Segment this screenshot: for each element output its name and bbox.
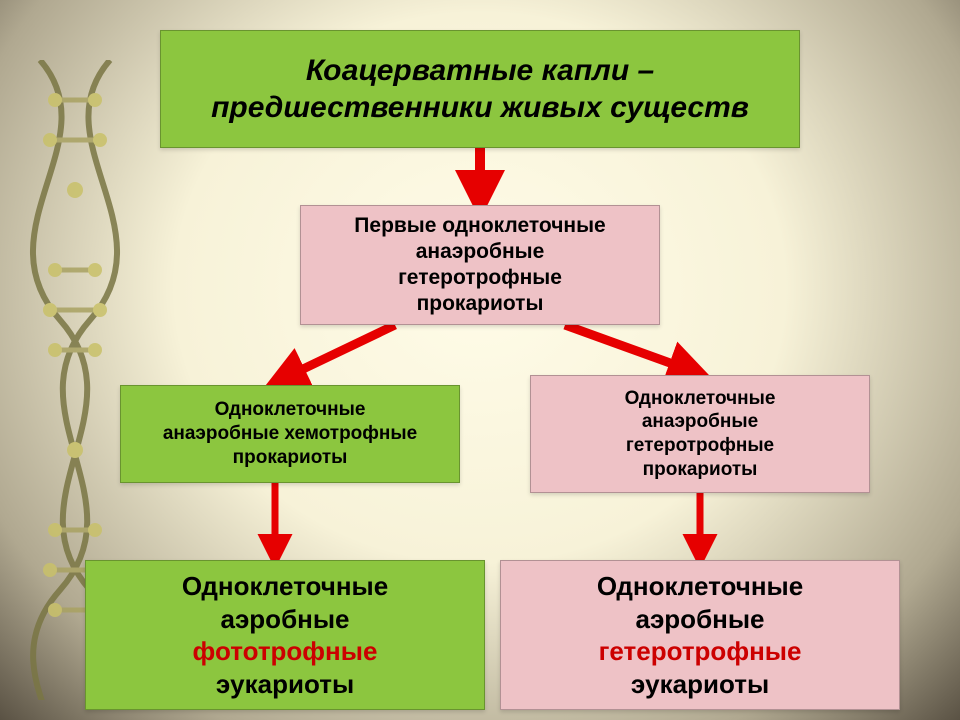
title-line1: Коацерватные капли –: [306, 52, 654, 90]
chemotrophic-prokaryotes-box: Одноклеточные анаэробные хемотрофные про…: [120, 385, 460, 483]
title-line2: предшественники живых существ: [211, 89, 749, 127]
heterotrophic-eukaryotes-box: Одноклеточные аэробные гетеротрофные эук…: [500, 560, 900, 710]
rightmid-line2: анаэробные: [642, 410, 758, 434]
leftbot-line1: Одноклеточные: [182, 570, 388, 603]
leftmid-line1: Одноклеточные: [215, 398, 366, 422]
first-line4: прокариоты: [417, 291, 544, 317]
title-box: Коацерватные капли – предшественники жив…: [160, 30, 800, 148]
rightbot-line2: аэробные: [635, 603, 764, 636]
rightbot-line1: Одноклеточные: [597, 570, 803, 603]
phototrophic-eukaryotes-box: Одноклеточные аэробные фототрофные эукар…: [85, 560, 485, 710]
first-organisms-box: Первые одноклеточные анаэробные гетеротр…: [300, 205, 660, 325]
leftmid-line3: прокариоты: [233, 446, 348, 470]
rightmid-line3: гетеротрофные: [626, 434, 774, 458]
rightbot-line3: гетеротрофные: [599, 635, 802, 668]
leftbot-line4: эукариоты: [216, 668, 354, 701]
rightbot-line4: эукариоты: [631, 668, 769, 701]
leftmid-line2: анаэробные хемотрофные: [163, 422, 417, 446]
rightmid-line4: прокариоты: [643, 458, 758, 482]
rightmid-line1: Одноклеточные: [625, 387, 776, 411]
first-line1: Первые одноклеточные: [354, 213, 605, 239]
heterotrophic-prokaryotes-box: Одноклеточные анаэробные гетеротрофные п…: [530, 375, 870, 493]
leftbot-line3: фототрофные: [193, 635, 378, 668]
leftbot-line2: аэробные: [220, 603, 349, 636]
first-line3: гетеротрофные: [398, 265, 562, 291]
first-line2: анаэробные: [416, 239, 545, 265]
